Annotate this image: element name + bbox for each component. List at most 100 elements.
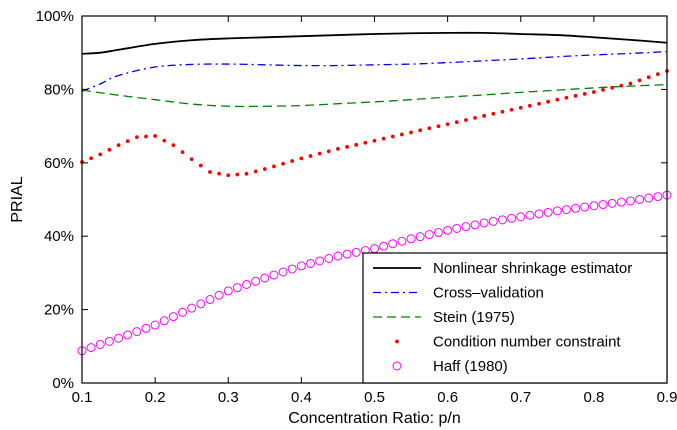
- series-point: [482, 113, 487, 118]
- legend-item: Haff (1980): [392, 358, 508, 375]
- y-tick-label: 60%: [44, 155, 74, 172]
- series-point: [141, 323, 151, 333]
- series-point: [196, 299, 206, 309]
- series-point: [171, 143, 176, 148]
- series-point: [281, 161, 285, 166]
- series-point: [443, 225, 453, 235]
- series-point: [189, 157, 194, 162]
- y-tick-label: 100%: [36, 8, 74, 25]
- series-point: [178, 307, 188, 317]
- series-point: [418, 128, 423, 133]
- series-point: [345, 144, 349, 149]
- series-point: [308, 154, 313, 158]
- series-point: [98, 152, 103, 157]
- series-point: [150, 320, 160, 330]
- series-point: [406, 234, 416, 244]
- series-point: [497, 215, 507, 225]
- series-point: [400, 132, 404, 137]
- series-point: [582, 91, 587, 96]
- series-point: [123, 330, 133, 340]
- series-point: [107, 147, 112, 152]
- series-point: [162, 138, 167, 143]
- series-point: [534, 209, 544, 219]
- series-point: [516, 212, 526, 222]
- series-haff-1980: [77, 190, 672, 356]
- series-point: [479, 218, 489, 228]
- legend-item: Stein (1975): [373, 309, 515, 326]
- series-point: [388, 239, 398, 249]
- series-point: [306, 258, 316, 268]
- series-point: [537, 101, 541, 106]
- legend-item: Cross–validation: [373, 285, 544, 302]
- series-point: [86, 343, 96, 353]
- series-point: [397, 236, 407, 246]
- x-tick-label: 0.4: [291, 389, 312, 406]
- series-layer: [77, 31, 672, 356]
- series-cross-validation: [81, 50, 668, 92]
- series-point: [601, 87, 605, 92]
- series-point: [223, 286, 233, 296]
- series-point: [242, 279, 252, 289]
- series-point: [610, 85, 615, 90]
- series-point: [655, 72, 660, 77]
- series-point: [324, 253, 334, 263]
- x-tick-label: 0.5: [364, 389, 385, 406]
- series-point: [363, 140, 368, 145]
- series-point: [379, 241, 389, 251]
- series-point: [214, 290, 224, 300]
- legend-label: Haff (1980): [433, 358, 508, 375]
- series-point: [290, 159, 295, 163]
- series-point: [342, 249, 352, 259]
- series-point: [546, 99, 551, 104]
- series-point: [95, 339, 105, 349]
- series-point: [232, 283, 242, 293]
- series-point: [104, 336, 114, 346]
- series-point: [260, 273, 270, 283]
- series-point: [381, 136, 386, 141]
- series-condition-number-constraint: [80, 69, 669, 178]
- series-point: [452, 223, 462, 233]
- series-point: [461, 222, 471, 232]
- legend-marker: [392, 361, 402, 371]
- series-point: [262, 167, 267, 171]
- series-point: [527, 103, 532, 108]
- series-point: [296, 261, 306, 271]
- legend-label: Condition number constraint: [433, 334, 621, 351]
- series-point: [153, 134, 158, 138]
- series-point: [114, 333, 124, 343]
- series-point: [591, 90, 596, 94]
- series-point: [198, 163, 203, 168]
- series-point: [125, 139, 130, 144]
- y-tick-label: 0%: [52, 375, 74, 392]
- y-tick-label: 80%: [44, 81, 74, 98]
- series-point: [351, 247, 361, 257]
- series-point: [424, 230, 434, 240]
- legend-box: [362, 252, 668, 384]
- series-point: [470, 220, 480, 230]
- series-point: [235, 172, 240, 177]
- series-point: [287, 264, 297, 274]
- series-point: [488, 216, 498, 226]
- y-tick-label: 20%: [44, 302, 74, 319]
- series-point: [473, 116, 477, 120]
- series-point: [116, 143, 121, 148]
- series-point: [500, 109, 505, 114]
- series-point: [433, 227, 443, 237]
- series-point: [573, 93, 578, 98]
- series-point: [272, 164, 276, 169]
- series-point: [564, 95, 569, 100]
- series-point: [89, 156, 94, 161]
- series-point: [244, 171, 249, 176]
- series-point: [616, 197, 626, 207]
- x-tick-label: 0.9: [657, 389, 677, 406]
- series-point: [607, 198, 617, 208]
- series-point: [217, 171, 222, 176]
- series-point: [390, 134, 395, 139]
- series-point: [278, 267, 288, 277]
- series-point: [589, 201, 599, 211]
- series-point: [518, 105, 523, 110]
- legend-marker: [395, 339, 399, 344]
- series-point: [580, 202, 590, 212]
- series-point: [464, 118, 468, 122]
- x-tick-label: 0.8: [583, 389, 604, 406]
